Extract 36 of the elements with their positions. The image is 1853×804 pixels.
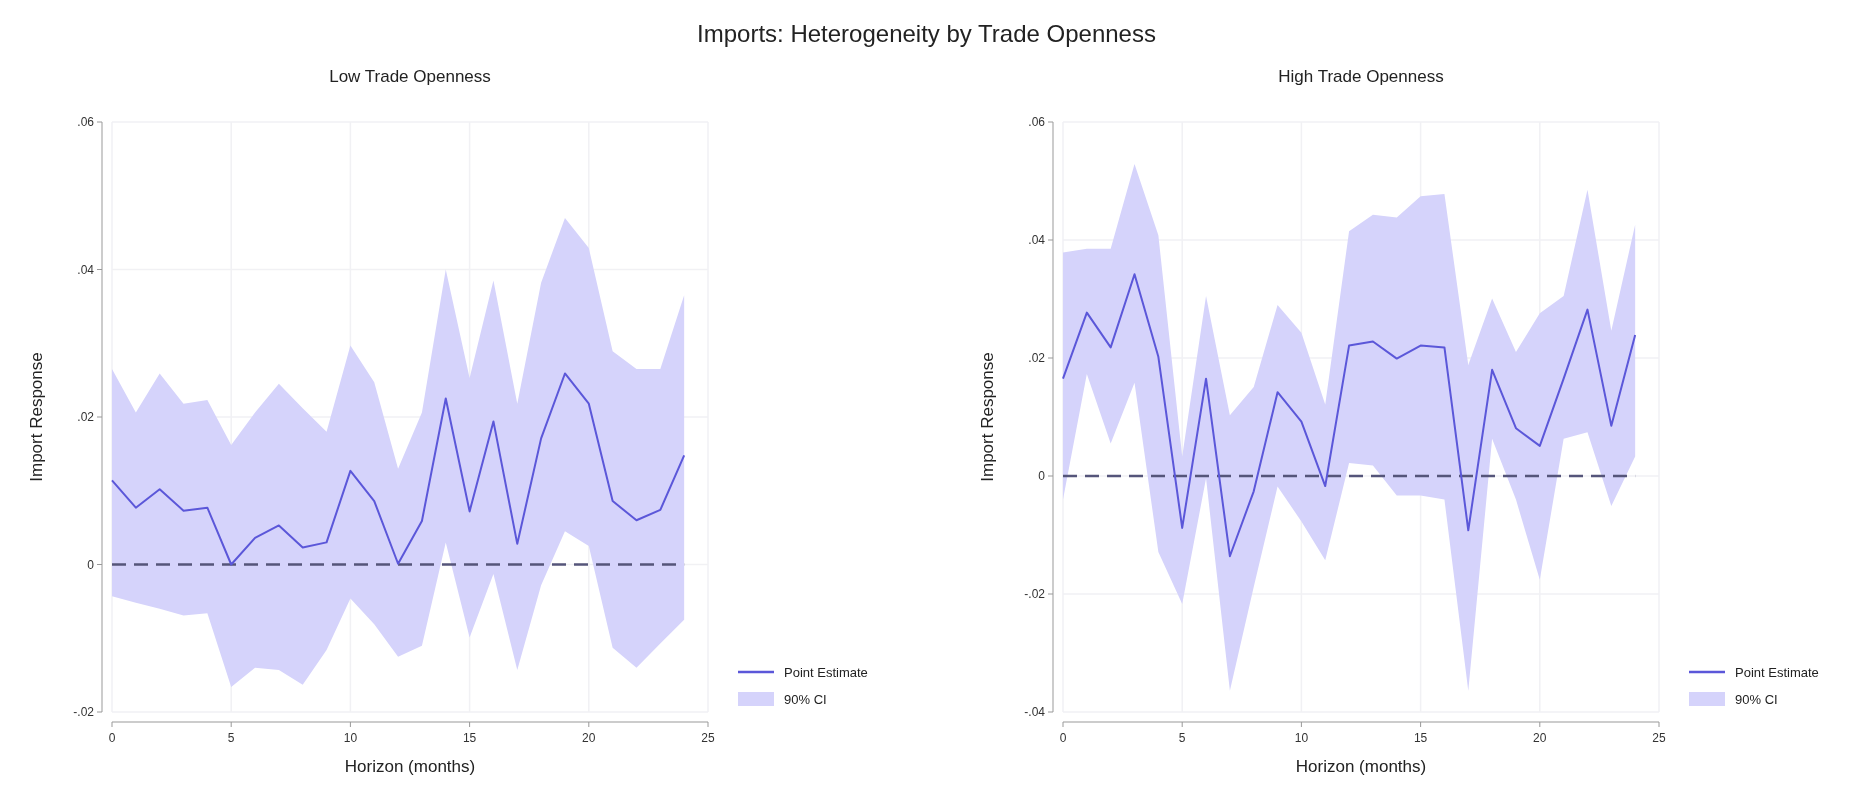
chart-title: Low Trade Openness [329, 67, 491, 86]
x-tick-label: 25 [1652, 731, 1666, 745]
y-tick-label: .04 [77, 262, 95, 277]
x-tick-label: 15 [462, 731, 477, 745]
y-tick-label: .02 [77, 410, 95, 425]
y-axis-title: Import Response [978, 352, 997, 482]
y-tick-label: 0 [1038, 469, 1046, 484]
x-tick-label: 0 [1059, 731, 1067, 745]
line-series [1062, 273, 1637, 558]
x-tick-label: 10 [1294, 731, 1309, 745]
text: 90% CI [1735, 691, 1778, 707]
x-tick-label: 5 [227, 731, 235, 745]
x-tick-label: 20 [582, 731, 596, 745]
x-tick-label: 5 [1178, 731, 1186, 745]
x-tick-label: 10 [343, 731, 358, 745]
y-tick-label: -.02 [73, 705, 95, 720]
y-tick-label: .06 [1028, 115, 1046, 130]
text: 90% CI [784, 691, 827, 707]
legend-label: Point Estimate [1735, 664, 1819, 680]
y-tick-label: -.02 [1024, 587, 1046, 602]
x-axis-title: Horizon (months) [344, 757, 476, 776]
x-tick-label: 25 [701, 731, 715, 745]
text: Imports: Heterogeneity by Trade Openness [697, 20, 1156, 47]
y-tick-label: .04 [1028, 233, 1046, 248]
legend-label: Point Estimate [784, 664, 868, 680]
x-axis-title: Horizon (months) [1295, 757, 1427, 776]
x-tick-label: 0 [108, 731, 116, 745]
y-tick-label: .06 [77, 115, 95, 130]
y-tick-label: .02 [1028, 351, 1046, 366]
x-tick-label: 20 [1533, 731, 1547, 745]
y-tick-label: 0 [87, 557, 95, 572]
chart-title: High Trade Openness [1278, 67, 1444, 86]
y-axis-title: Import Response [27, 352, 46, 482]
line-series [111, 372, 686, 566]
y-tick-label: -.04 [1024, 705, 1046, 720]
x-tick-label: 15 [1413, 731, 1428, 745]
